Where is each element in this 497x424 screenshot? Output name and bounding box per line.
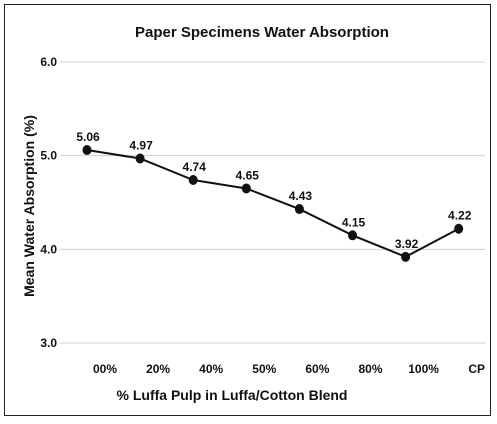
data-label: 4.22 [448,209,472,223]
y-tick-label: 6.0 [40,55,57,69]
x-tick-label: 40% [199,362,223,376]
y-tick-label: 5.0 [40,149,57,163]
x-tick-label: 50% [252,362,276,376]
x-tick-label: 20% [146,362,170,376]
data-point [348,230,357,241]
data-point [135,153,145,164]
series-line [86,149,460,258]
x-tick-label: 80% [358,362,382,376]
data-point [82,145,92,156]
data-point [401,251,411,262]
x-tick-label: 100% [408,362,439,376]
gridlines [60,61,485,344]
data-label: 4.65 [236,168,260,182]
y-axis-ticks: 3.0 4.0 5.0 6.0 [40,55,57,350]
chart-frame [4,4,491,416]
y-tick-label: 4.0 [40,242,57,256]
y-tick-label: 3.0 [40,336,57,350]
data-label: 4.74 [183,160,207,174]
x-axis-ticks: 00% 20% 40% 50% 60% 80% 100% CP [93,362,485,376]
data-label: 3.92 [395,237,419,251]
x-tick-label: 60% [305,362,329,376]
data-label: 4.97 [129,138,153,152]
data-point [241,183,251,194]
x-tick-label: 00% [93,362,117,376]
y-axis-label: Mean Water Absorption (%) [21,115,37,297]
data-point [188,175,198,186]
data-point [454,223,464,234]
data-labels: 5.06 4.97 4.74 4.65 4.43 4.15 3.92 4.22 [76,130,471,251]
data-label: 4.43 [289,189,313,203]
data-point [294,204,304,215]
data-label: 4.15 [342,215,366,229]
x-axis-label: % Luffa Pulp in Luffa/Cotton Blend [117,387,348,403]
series-markers [82,145,464,262]
data-label: 5.06 [76,130,100,144]
chart-title: Paper Specimens Water Absorption [135,24,389,41]
x-tick-label: CP [468,362,485,376]
